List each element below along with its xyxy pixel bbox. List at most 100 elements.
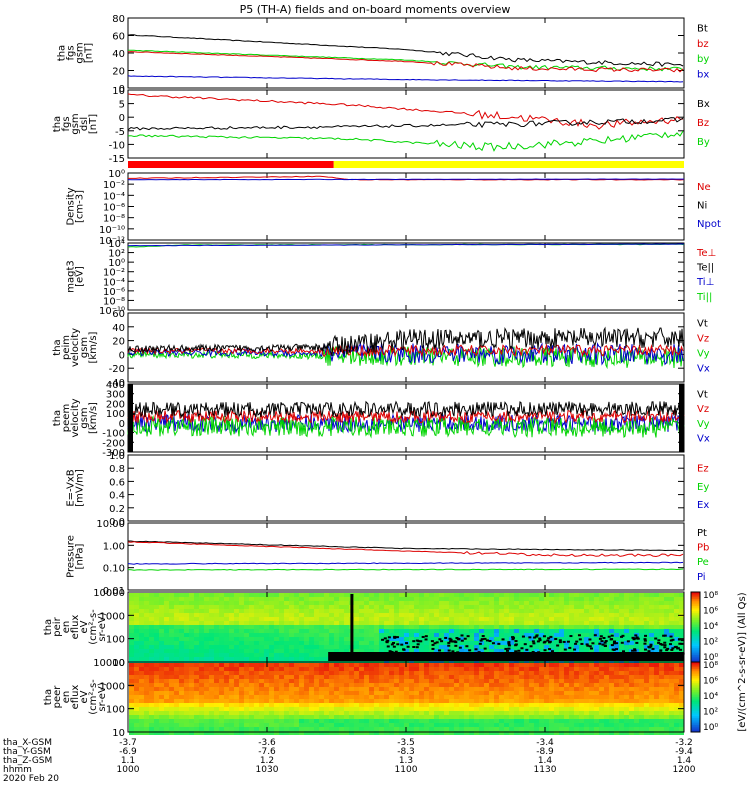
spec-cell xyxy=(364,699,369,703)
spec-cell xyxy=(324,703,329,707)
spec-cell xyxy=(589,699,594,703)
spec-cell xyxy=(184,667,189,671)
spec-cell xyxy=(359,649,364,653)
peir-noise-dot xyxy=(391,653,395,656)
spec-cell xyxy=(234,691,239,695)
spec-cell xyxy=(449,593,454,597)
spec-cell xyxy=(584,637,589,641)
spec-cell xyxy=(604,711,609,715)
spec-cell xyxy=(349,663,354,667)
spec-cell xyxy=(194,593,199,597)
peir-noise-dot xyxy=(669,635,673,638)
spec-cell xyxy=(424,703,429,707)
spec-cell xyxy=(664,601,669,605)
spec-cell xyxy=(419,679,424,683)
spec-cell xyxy=(459,719,464,723)
spec-cell xyxy=(209,597,214,601)
spec-cell xyxy=(209,657,214,661)
spec-cell xyxy=(159,613,164,617)
spec-cell xyxy=(224,657,229,661)
spec-cell xyxy=(389,633,394,637)
spec-cell xyxy=(234,663,239,667)
spec-cell xyxy=(454,727,459,731)
spec-cell xyxy=(624,727,629,731)
spec-cell xyxy=(329,715,334,719)
spec-cell xyxy=(634,625,639,629)
spec-cell xyxy=(639,691,644,695)
spec-cell xyxy=(224,613,229,617)
peir-noise-dot xyxy=(507,644,511,647)
peir-noise-dot xyxy=(465,645,469,648)
peir-noise-dot xyxy=(574,642,578,645)
spec-cell xyxy=(354,637,359,641)
colorbar-step xyxy=(691,684,700,687)
spec-cell xyxy=(219,695,224,699)
spec-cell xyxy=(374,703,379,707)
spec-cell xyxy=(364,687,369,691)
spec-cell xyxy=(194,671,199,675)
spec-cell xyxy=(464,629,469,633)
spec-cell xyxy=(654,617,659,621)
spec-cell xyxy=(499,637,504,641)
spec-cell xyxy=(644,625,649,629)
spec-cell xyxy=(374,719,379,723)
spec-cell xyxy=(329,679,334,683)
colorbar-step xyxy=(691,644,700,647)
spec-cell xyxy=(249,695,254,699)
spec-cell xyxy=(239,653,244,657)
spec-cell xyxy=(614,719,619,723)
spec-cell xyxy=(434,597,439,601)
spec-cell xyxy=(244,707,249,711)
spec-cell xyxy=(539,687,544,691)
spec-cell xyxy=(294,731,299,735)
spec-cell xyxy=(374,645,379,649)
spec-cell xyxy=(189,605,194,609)
spec-cell xyxy=(599,687,604,691)
spec-cell xyxy=(534,605,539,609)
spec-cell xyxy=(304,597,309,601)
spec-cell xyxy=(229,613,234,617)
peir-noise-dot xyxy=(451,640,455,643)
spec-cell xyxy=(604,703,609,707)
spec-cell xyxy=(169,637,174,641)
spec-cell xyxy=(529,699,534,703)
spec-cell xyxy=(384,633,389,637)
spec-cell xyxy=(459,663,464,667)
spec-cell xyxy=(364,667,369,671)
spec-cell xyxy=(379,625,384,629)
spec-cell xyxy=(239,637,244,641)
spec-cell xyxy=(679,663,684,667)
peir-noise-dot xyxy=(558,639,562,642)
spec-cell xyxy=(314,667,319,671)
spec-cell xyxy=(414,621,419,625)
spec-cell xyxy=(419,715,424,719)
peir-noise-dot xyxy=(468,649,472,652)
spec-cell xyxy=(439,593,444,597)
spec-cell xyxy=(174,641,179,645)
spec-cell xyxy=(129,699,134,703)
spec-cell xyxy=(569,699,574,703)
spec-cell xyxy=(524,605,529,609)
spec-cell xyxy=(339,663,344,667)
spec-cell xyxy=(389,601,394,605)
spec-cell xyxy=(439,711,444,715)
spec-cell xyxy=(249,629,254,633)
spec-cell xyxy=(164,625,169,629)
peir-noise-dot xyxy=(543,649,547,652)
spec-cell xyxy=(279,641,284,645)
spec-cell xyxy=(324,601,329,605)
spec-cell xyxy=(369,723,374,727)
peir-noise-dot xyxy=(507,641,511,644)
spec-cell xyxy=(274,593,279,597)
spec-cell xyxy=(164,609,169,613)
spec-cell xyxy=(169,723,174,727)
spec-cell xyxy=(629,723,634,727)
spec-cell xyxy=(199,609,204,613)
spec-cell xyxy=(534,675,539,679)
y-tick-label: 10000 xyxy=(93,658,125,669)
spec-cell xyxy=(414,719,419,723)
spec-cell xyxy=(349,699,354,703)
spec-cell xyxy=(309,645,314,649)
spec-cell xyxy=(569,727,574,731)
peir-noise-dot xyxy=(483,637,487,640)
